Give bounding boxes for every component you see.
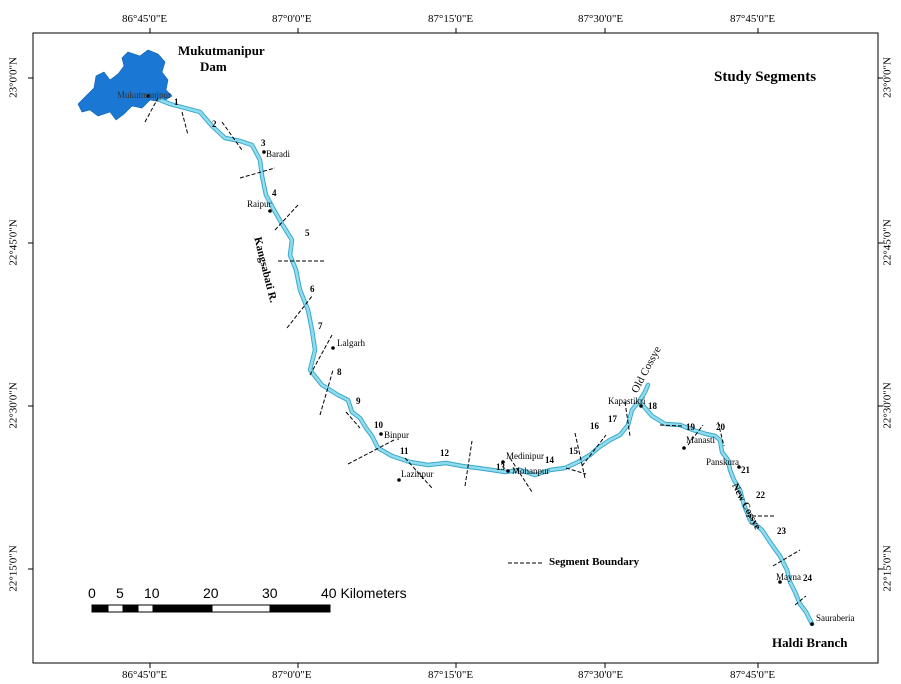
left-coord-1: 23°0'0"N (7, 57, 20, 98)
segment-label: 12 (440, 448, 449, 458)
place-points (146, 94, 814, 626)
segment-label: 5 (305, 228, 310, 238)
segment-label: 7 (318, 321, 323, 331)
segment-label: 15 (569, 446, 578, 456)
segment-label: 14 (545, 455, 554, 465)
segment-label: 23 (777, 526, 786, 536)
place-baradi: Baradi (266, 149, 290, 159)
right-coord-2: 22°45'0"N (881, 219, 894, 266)
scale-label-0: 0 (88, 585, 96, 601)
point-sauraberia (810, 622, 814, 626)
bottom-ticks (149, 663, 759, 668)
left-coord-2: 22°45'0"N (7, 219, 20, 266)
scale-label-20: 20 (203, 585, 219, 601)
point-panskura (737, 465, 741, 469)
top-coord-2: 87°0'0"E (272, 13, 312, 25)
segment-label: 6 (310, 284, 315, 294)
segment-label: 21 (741, 465, 750, 475)
left-coord-4: 22°15'0"N (7, 545, 20, 592)
dam-name-line1: Mukutmanipur (178, 43, 265, 58)
bottom-coord-5: 87°45'0"E (730, 669, 776, 681)
scale-label-40: 40 Kilometers (321, 585, 407, 601)
bottom-coord-2: 87°0'0"E (272, 669, 312, 681)
point-lalgarh (331, 346, 335, 350)
segment-label: 18 (648, 401, 657, 411)
segment-label: 10 (374, 420, 383, 430)
segment-label: 22 (756, 490, 765, 500)
segment-label: 3 (261, 138, 266, 148)
place-medinipur: Medinipur (506, 451, 544, 461)
segment-label: 2 (212, 119, 217, 129)
map-title: Study Segments (714, 69, 817, 85)
segment-label: 17 (608, 414, 617, 424)
place-lazinpur: Lazinpur (401, 469, 434, 479)
place-panskura: Panskura (706, 457, 739, 467)
point-medinipur (501, 460, 505, 464)
segment-label: 9 (356, 396, 361, 406)
segment-label: 24 (803, 573, 812, 583)
legend-label: Segment Boundary (549, 556, 640, 568)
left-coord-3: 22°30'0"N (7, 382, 20, 429)
bottom-coord-3: 87°15'0"E (428, 669, 474, 681)
place-mohanpur: Mohanpur (512, 466, 550, 476)
point-mayna (778, 580, 782, 584)
point-mukutmanipur (146, 94, 150, 98)
point-raipur (268, 209, 272, 213)
scale-label-5: 5 (116, 585, 124, 601)
place-sauraberia: Sauraberia (816, 613, 855, 623)
segment-label: 20 (716, 422, 725, 432)
segment-label: 19 (686, 422, 695, 432)
left-ticks (28, 77, 33, 570)
scale-label-10: 10 (144, 585, 160, 601)
point-lazinpur (397, 478, 401, 482)
point-binpur (379, 432, 383, 436)
place-binpur: Binpur (384, 430, 410, 440)
right-ticks (878, 77, 883, 570)
top-coord-4: 87°30'0"E (578, 13, 624, 25)
place-lalgarh: Lalgarh (337, 338, 365, 348)
top-coord-1: 86°45'0"E (122, 13, 168, 25)
place-raipur: Raipur (247, 199, 272, 209)
point-mohanpur (506, 469, 510, 473)
segment-label: 13 (496, 462, 505, 472)
segment-label: 1 (174, 97, 179, 107)
haldi-branch-label: Haldi Branch (772, 635, 848, 650)
river-channel (157, 97, 815, 627)
right-coord-1: 23°0'0"N (881, 57, 894, 98)
segment-boundaries (144, 97, 807, 606)
reservoir-shape (77, 49, 173, 121)
point-manasti (682, 446, 686, 450)
place-manasti: Manasti (686, 435, 715, 445)
segment-label: 4 (272, 188, 277, 198)
point-baradi (262, 150, 266, 154)
place-mayna: Mayna (776, 572, 801, 582)
place-kapastikri: Kapastikri (608, 396, 646, 406)
top-coord-3: 87°15'0"E (428, 13, 474, 25)
scale-label-30: 30 (262, 585, 278, 601)
bottom-coord-4: 87°30'0"E (578, 669, 624, 681)
point-kapastikri (639, 404, 643, 408)
top-coord-5: 87°45'0"E (730, 13, 776, 25)
segment-label: 11 (400, 446, 409, 456)
dam-name-line2: Dam (200, 59, 227, 74)
dam-town-label: Mukutmanipur (117, 90, 171, 100)
segment-label: 16 (590, 421, 599, 431)
scale-bar (91, 604, 331, 613)
map-frame (32, 32, 879, 664)
right-coord-4: 22°15'0"N (881, 545, 894, 592)
top-ticks (149, 28, 759, 33)
segment-label: 8 (337, 367, 342, 377)
right-coord-3: 22°30'0"N (881, 382, 894, 429)
bottom-coord-1: 86°45'0"E (122, 669, 168, 681)
